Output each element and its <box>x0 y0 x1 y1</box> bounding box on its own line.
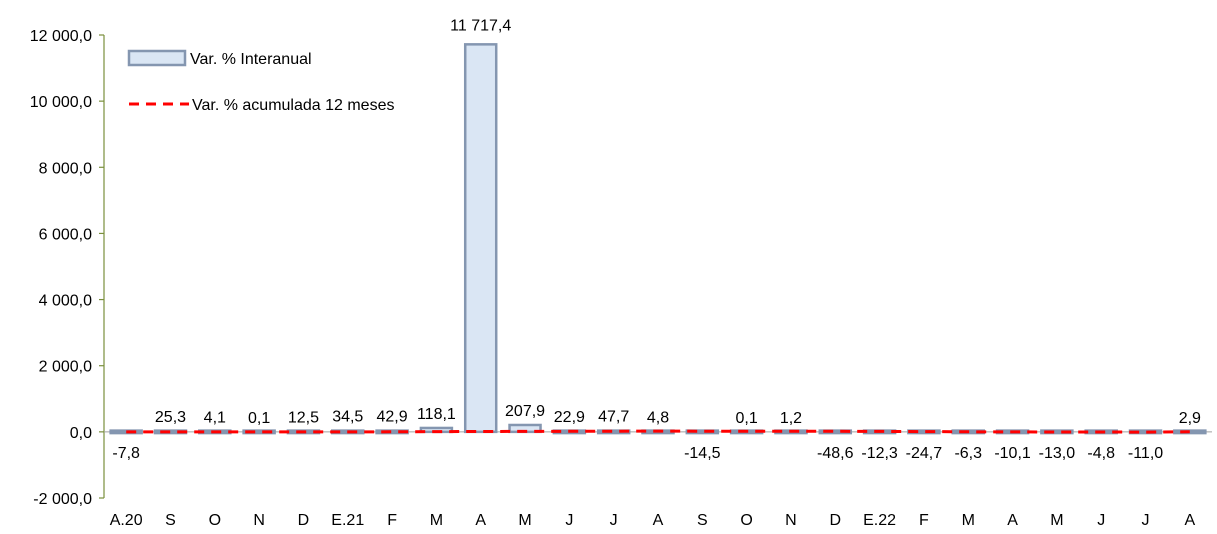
data-label: -14,5 <box>684 445 721 462</box>
x-tick-label: N <box>785 512 797 529</box>
x-tick-label: A <box>1007 512 1018 529</box>
y-tick-label: 8 000,0 <box>39 160 92 177</box>
data-label: -24,7 <box>906 445 943 462</box>
x-tick-label: S <box>697 512 708 529</box>
x-tick-label: D <box>829 512 841 529</box>
data-label: 12,5 <box>288 409 319 426</box>
x-tick-label: J <box>610 512 618 529</box>
data-labels: -7,8 25,3 4,1 0,1 12,5 34,5 42,9 118,1 11 717,4 2… <box>112 17 1201 462</box>
bar <box>242 429 276 435</box>
x-tick-label: E.22 <box>863 512 896 529</box>
y-tick-label: 2 000,0 <box>39 359 92 376</box>
x-tick-label: D <box>298 512 310 529</box>
legend-label-bar: Var. % Interanual <box>190 51 312 68</box>
data-label: 4,8 <box>647 410 669 427</box>
x-tick-label: A <box>1185 512 1196 529</box>
bar <box>1173 429 1207 435</box>
bar <box>818 429 853 435</box>
data-label: 42,9 <box>377 408 408 425</box>
y-tick-label: 4 000,0 <box>39 293 92 310</box>
legend: Var. % Interanual Var. % acumulada 12 me… <box>127 49 394 114</box>
data-label: 2,9 <box>1179 410 1201 427</box>
x-tick-label: M <box>962 512 975 529</box>
data-label: 25,3 <box>155 409 186 426</box>
data-label: 47,7 <box>598 408 629 425</box>
x-tick-label: E.21 <box>331 512 364 529</box>
data-label: -12,3 <box>861 445 898 462</box>
x-tick-label: M <box>518 512 531 529</box>
y-tick-label: 0,0 <box>70 425 92 442</box>
x-tick-label: A.20 <box>110 512 143 529</box>
bar <box>463 43 498 434</box>
data-label: 0,1 <box>248 410 270 427</box>
data-label: 0,1 <box>736 410 758 427</box>
data-label: 34,5 <box>332 409 363 426</box>
x-tick-label: J <box>565 512 573 529</box>
x-tick-label: S <box>165 512 176 529</box>
legend-swatch-bar <box>127 49 187 67</box>
y-tick-label: 10 000,0 <box>30 94 92 111</box>
x-tick-label: A <box>475 512 486 529</box>
x-tick-label: A <box>653 512 664 529</box>
line-series-path <box>126 429 1190 434</box>
x-tick-label: F <box>919 512 929 529</box>
data-label: 1,2 <box>780 410 802 427</box>
axes: -2 000,0 0,0 2 000,0 4 000,0 6 000,0 8 000,0 1… <box>30 28 1212 529</box>
data-label: 207,9 <box>505 403 545 420</box>
x-tick-label: M <box>1050 512 1063 529</box>
x-tick-label: O <box>740 512 752 529</box>
bar <box>109 429 143 435</box>
data-label: -6,3 <box>954 445 982 462</box>
data-label: 22,9 <box>554 409 585 426</box>
data-label: -10,1 <box>994 445 1031 462</box>
data-label: -7,8 <box>112 445 140 462</box>
data-label: -13,0 <box>1039 445 1076 462</box>
data-label: -4,8 <box>1087 445 1115 462</box>
y-tick-label: 6 000,0 <box>39 226 92 243</box>
x-tick-label: M <box>430 512 443 529</box>
bar <box>1040 429 1074 435</box>
x-tick-label: N <box>253 512 265 529</box>
data-label: 4,1 <box>204 410 226 427</box>
data-label: 118,1 <box>417 406 456 423</box>
y-tick-label: 12 000,0 <box>30 28 92 45</box>
x-tick-label: F <box>387 512 397 529</box>
y-tick-label: -2 000,0 <box>33 491 92 508</box>
x-tick-label: J <box>1097 512 1105 529</box>
x-tick-label: O <box>209 512 221 529</box>
data-label: 11 717,4 <box>450 17 511 34</box>
line-series <box>126 429 1190 434</box>
bar <box>685 429 720 435</box>
legend-label-line: Var. % acumulada 12 meses <box>192 97 394 114</box>
x-tick-label: J <box>1142 512 1150 529</box>
data-label: -48,6 <box>817 445 854 462</box>
data-label: -11,0 <box>1128 445 1163 462</box>
